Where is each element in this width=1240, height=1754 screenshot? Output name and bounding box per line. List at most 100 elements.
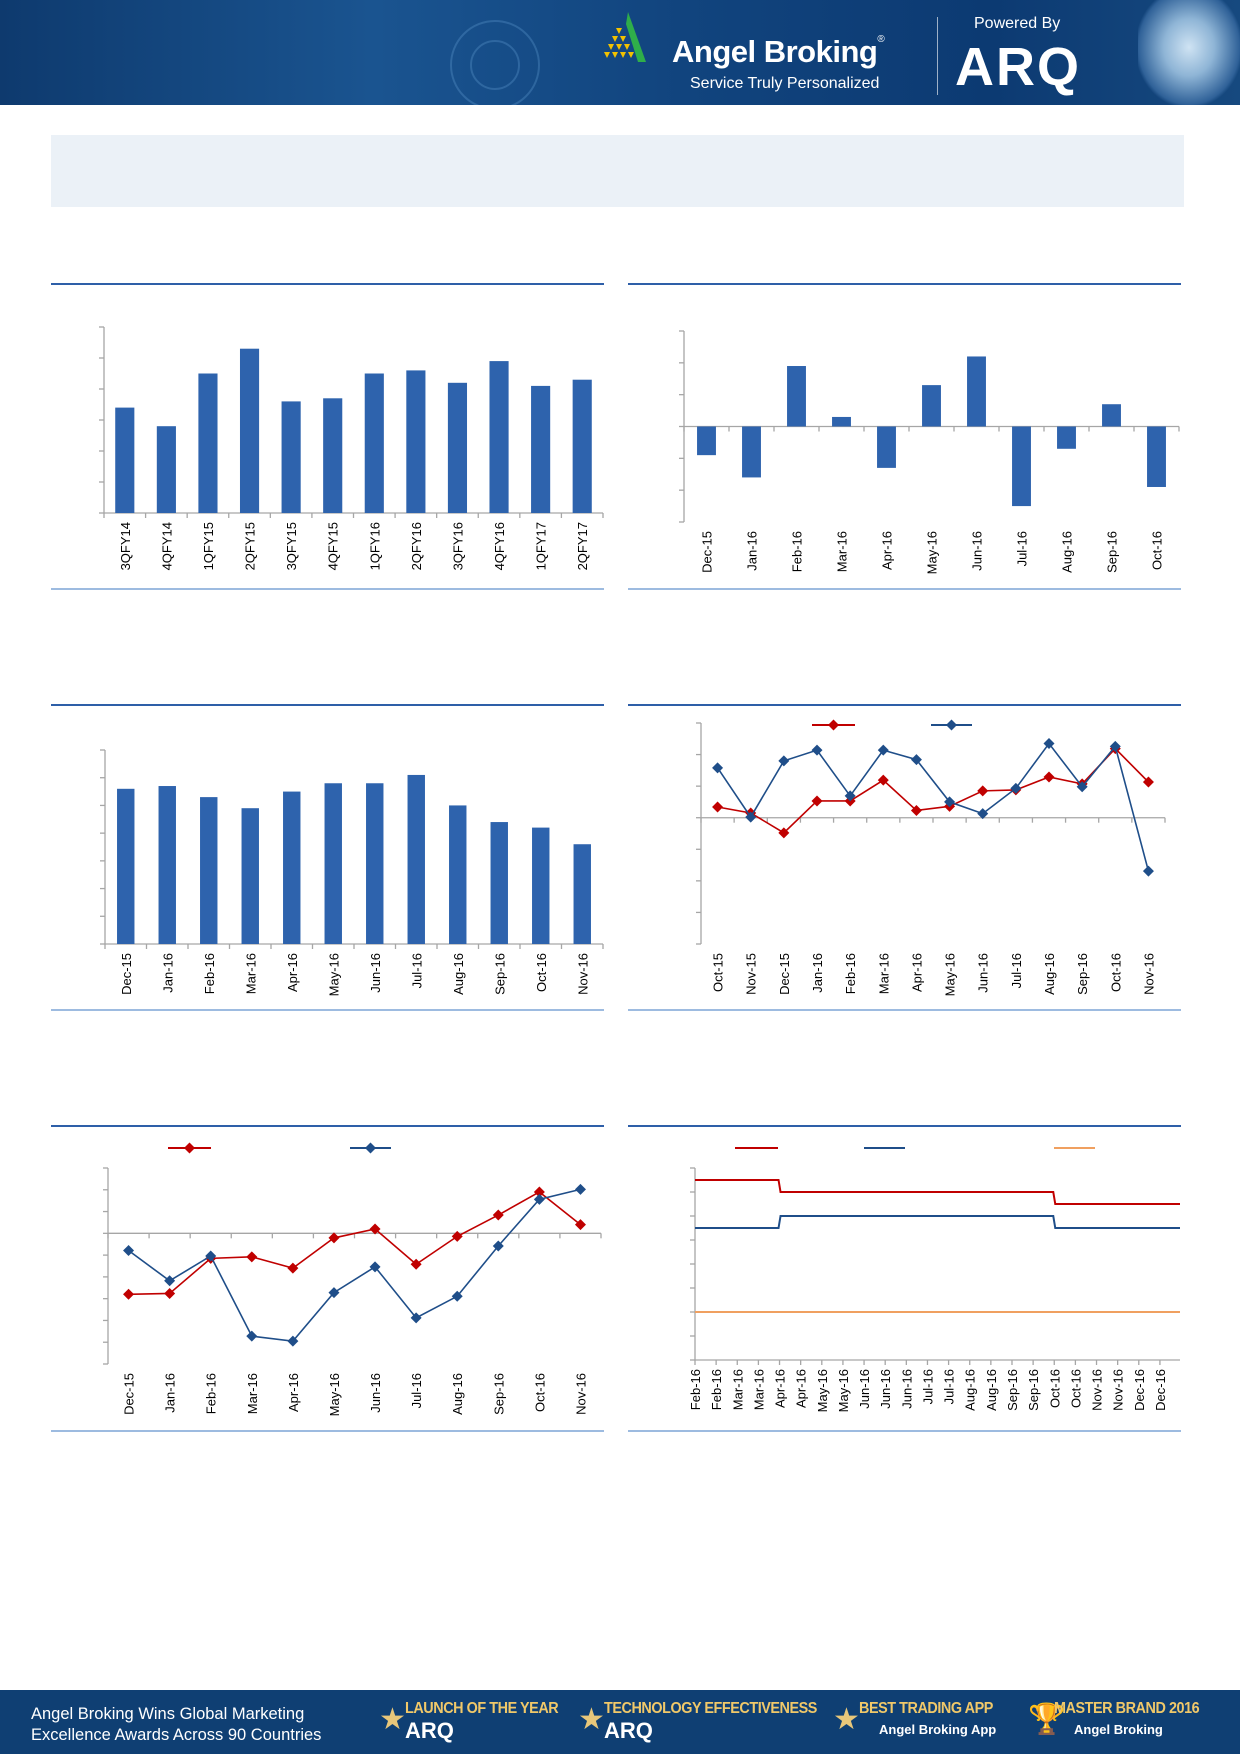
bar: [241, 808, 259, 944]
legend-series-1-marker: [184, 1142, 195, 1154]
series-1-point: [451, 1230, 463, 1242]
x-tick-label: Oct-16: [1108, 953, 1123, 992]
award-best-trading-app: ★ BEST TRADING APP Angel Broking App: [833, 1700, 1008, 1737]
award-title: MASTER BRAND 2016: [1054, 1700, 1200, 1717]
x-tick-label: May-16: [943, 953, 958, 996]
x-tick-label: Mar-16: [835, 531, 850, 572]
x-tick-label: Oct-16: [532, 1373, 547, 1412]
x-tick-label: Jun-16: [976, 953, 991, 993]
bar: [449, 805, 467, 944]
series-2-point: [1109, 740, 1121, 752]
x-tick-label: Oct-16: [1047, 1369, 1062, 1408]
x-tick-label: 1QFY17: [534, 522, 549, 570]
series-2-point: [328, 1287, 340, 1299]
x-tick-label: May-16: [326, 953, 341, 996]
series-1-line: [128, 1190, 581, 1296]
awards-footer: Angel Broking Wins Global Marketing Exce…: [0, 1690, 1240, 1754]
registered-mark: ®: [877, 34, 885, 45]
chart-panel-6: Feb-16 Feb-16 Mar-16 Mar-16 Apr-16 Apr-16 May-…: [628, 1125, 1181, 1432]
series-1-point: [328, 1232, 340, 1244]
bar: [531, 385, 551, 513]
chart-2-svg: Dec-15 Jan-16 Feb-16 Mar-16 Apr-16 May-16 Jun-…: [679, 330, 1180, 574]
award-star-icon: ★: [578, 1703, 605, 1736]
awards-headline-line-1: Angel Broking Wins Global Marketing: [31, 1705, 305, 1723]
x-tick-label: Apr-16: [286, 1373, 301, 1412]
award-title: TECHNOLOGY EFFECTIVENESS: [604, 1700, 817, 1717]
bar: [877, 426, 896, 468]
series-2-point: [574, 1183, 586, 1195]
x-tick-label: Apr-16: [285, 953, 300, 992]
x-tick-label: Aug-16: [1060, 531, 1075, 573]
chart-panel-3: Dec-15 Jan-16 Feb-16 Mar-16 Apr-16 May-16 Jun-…: [51, 704, 604, 1011]
series-2-point: [369, 1261, 381, 1273]
powered-by-label: Powered By: [974, 15, 1061, 32]
award-subtitle: ARQ: [405, 1718, 454, 1743]
brand-text: Angel Broking: [672, 34, 878, 69]
series-1-point: [246, 1251, 258, 1263]
x-tick-label: Jul-16: [942, 1369, 957, 1404]
series-1-line: [717, 747, 1149, 834]
series-1-point: [164, 1287, 176, 1299]
x-tick-label: Jun-16: [970, 531, 985, 571]
bar: [200, 797, 218, 944]
series-2-point: [1043, 738, 1055, 750]
header-divider: [937, 17, 938, 95]
series-1-point: [574, 1219, 586, 1231]
series-1-point: [778, 827, 790, 839]
series-1-point: [1142, 776, 1154, 788]
x-tick-label: 2QFY15: [243, 522, 258, 570]
award-launch-of-the-year: ★ LAUNCH OF THE YEAR ARQ: [379, 1700, 575, 1744]
x-tick-label: Apr-16: [773, 1369, 788, 1408]
x-tick-label: Sep-16: [1105, 531, 1120, 573]
x-tick-label: Nov-16: [1141, 953, 1156, 995]
bar: [832, 416, 851, 427]
series-1-point: [123, 1288, 135, 1300]
x-tick-label: Oct-16: [534, 953, 549, 992]
x-tick-label: Mar-16: [243, 953, 258, 994]
chart-panel-1: 3QFY14 4QFY14 1QFY15 2QFY15 3QFY15 4QFY15 1QFY…: [51, 283, 604, 590]
award-subtitle: Angel Broking App: [879, 1722, 997, 1737]
x-tick-label: Aug-16: [1042, 953, 1057, 995]
series-2-line: [716, 742, 1150, 872]
robot-face-image: [1138, 0, 1240, 105]
series-1-point: [410, 1258, 422, 1270]
series-2-line: [128, 1188, 581, 1342]
series-2-point: [246, 1330, 258, 1342]
brand-tagline: Service Truly Personalized: [690, 75, 880, 92]
series-2-point: [944, 796, 956, 808]
chart-4-svg: Oct-15 Nov-15 Dec-15 Jan-16 Feb-16 Mar-16 Apr-…: [696, 719, 1166, 996]
bar: [489, 361, 509, 513]
x-tick-label: Sep-16: [492, 953, 507, 995]
x-tick-label: 2QFY16: [409, 522, 424, 570]
series-2-point: [712, 762, 724, 774]
series-2-point: [877, 744, 889, 756]
x-tick-label: Nov-16: [575, 953, 590, 995]
chart-panel-2: Dec-15 Jan-16 Feb-16 Mar-16 Apr-16 May-16 Jun-…: [628, 283, 1181, 590]
bar: [283, 791, 301, 944]
series-2-point: [811, 744, 823, 756]
x-tick-label: Dec-16: [1153, 1369, 1168, 1411]
bar: [922, 385, 941, 427]
series-2-point: [1142, 865, 1154, 877]
x-tick-label: Apr-16: [794, 1369, 809, 1408]
x-tick-label: Sep-16: [1075, 953, 1090, 995]
x-tick-label: Jan-16: [163, 1373, 178, 1413]
x-tick-label: May-16: [815, 1369, 830, 1412]
x-tick-label: Nov-16: [1111, 1369, 1126, 1411]
x-tick-label: Aug-16: [451, 953, 466, 995]
brand-name: Angel Broking®: [672, 34, 885, 70]
series-2-point: [451, 1290, 463, 1302]
x-tick-label: Sep-16: [1026, 1369, 1041, 1411]
award-subtitle: Angel Broking: [1074, 1722, 1163, 1737]
x-tick-label: Feb-16: [843, 953, 858, 994]
decorative-circle: [450, 20, 540, 105]
x-tick-label: 3QFY16: [450, 522, 465, 570]
x-tick-label: May-16: [836, 1369, 851, 1412]
x-tick-label: Feb-16: [202, 953, 217, 994]
bar: [697, 426, 716, 456]
x-tick-label: Feb-16: [790, 531, 805, 572]
x-tick-label: Jul-16: [1009, 953, 1024, 988]
bar: [490, 822, 508, 944]
series-2-point: [910, 754, 922, 766]
bar: [364, 373, 384, 513]
